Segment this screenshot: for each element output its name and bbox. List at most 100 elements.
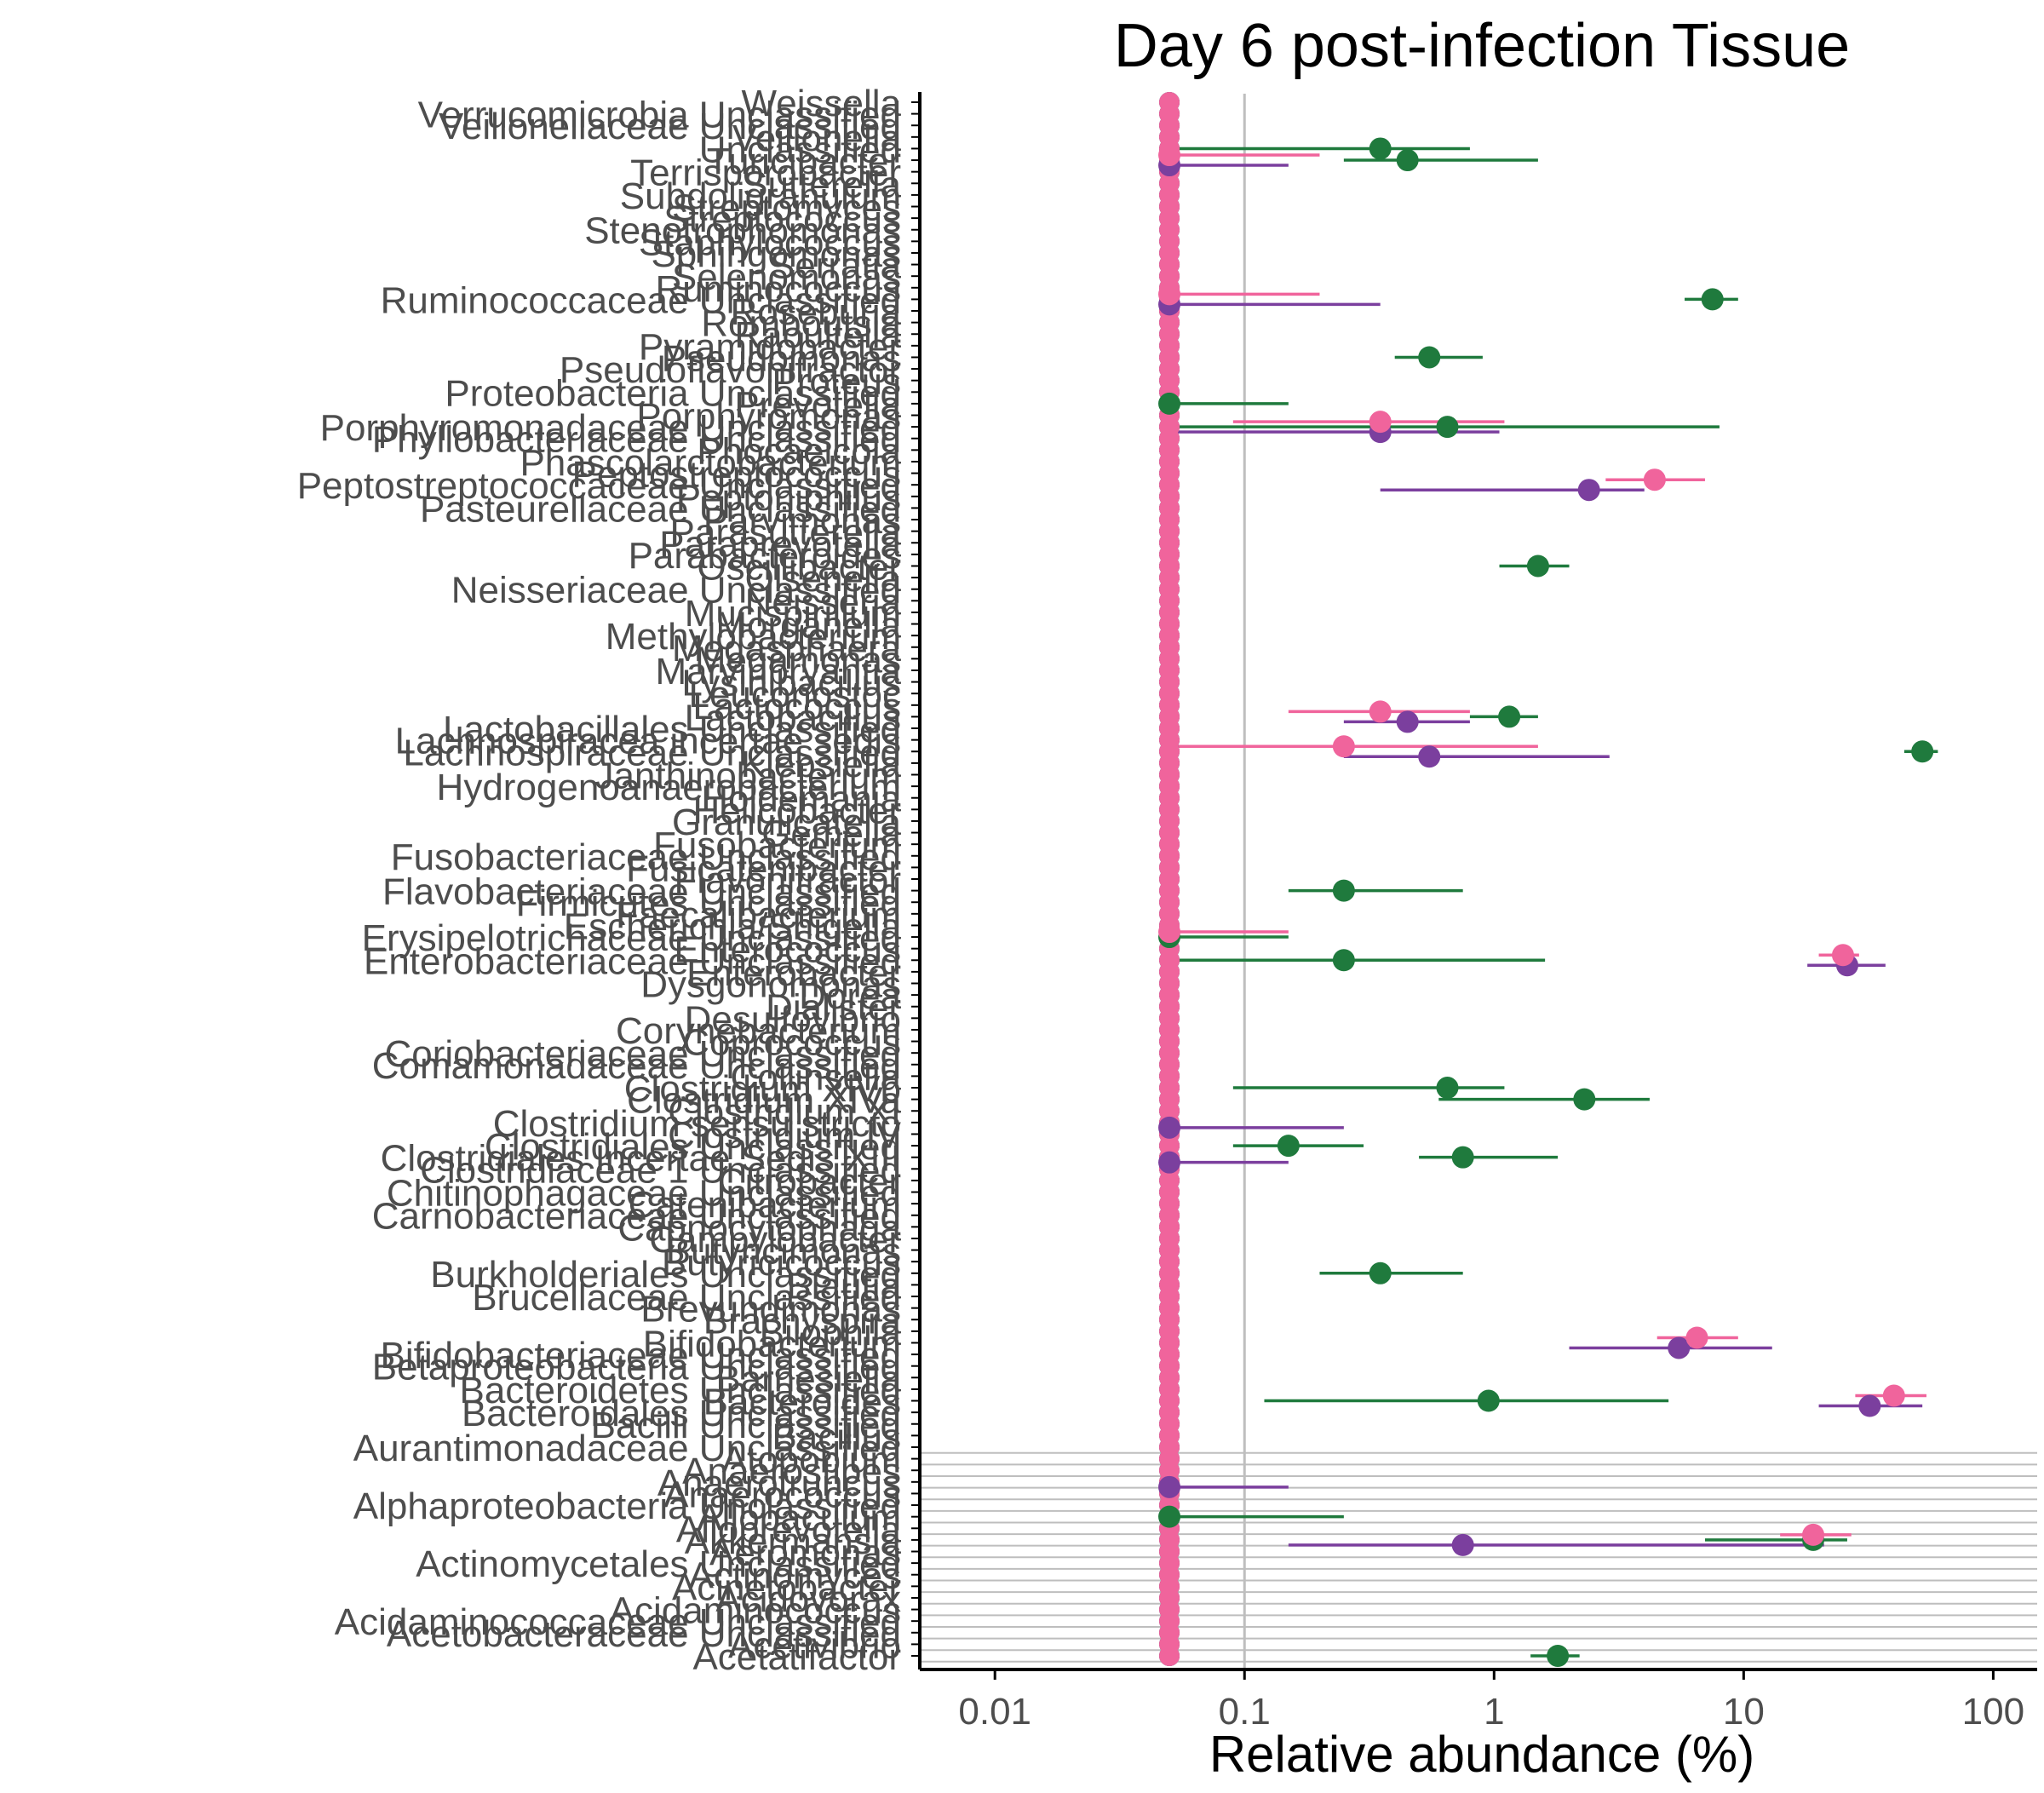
data-point-pink	[1369, 411, 1392, 434]
category-label: Subdoligranulum	[620, 175, 901, 217]
category-label: Porphyromonas	[636, 396, 901, 438]
category-label: Coprococcus	[682, 1022, 901, 1064]
category-label: Staphylococcus	[639, 221, 901, 263]
category-label: Proteobacteria Unclassified	[445, 372, 901, 414]
category-label: Clostridium XlVb	[624, 1068, 901, 1110]
category-label: Leuconostoc	[688, 674, 901, 715]
category-label: Akkermansia	[685, 1520, 902, 1562]
data-point-pink	[1158, 283, 1181, 306]
category-label: Brevundimonas	[640, 1289, 901, 1330]
category-label: Alloprevotella	[676, 1509, 902, 1550]
category-label: Pseudomonas	[662, 337, 901, 379]
category-label: Neisseria	[745, 581, 902, 623]
category-label: Alphaproteobacteria Unclassified	[353, 1486, 901, 1527]
category-label: Klebsiella	[741, 744, 902, 785]
x-tick-label: 0.01	[958, 1691, 1031, 1733]
data-point-green	[1547, 1645, 1570, 1667]
category-label: Helicobacter	[692, 790, 901, 831]
category-label: Janthinobacterium	[594, 755, 901, 796]
category-label: Hydrogenoanaerobacterium	[437, 767, 901, 808]
data-point-green	[1369, 1261, 1392, 1284]
category-label: Methylobacterium	[606, 616, 901, 658]
category-label: Anaerostipes	[682, 1451, 901, 1492]
data-point-green	[1436, 416, 1459, 439]
category-label: Sutterella	[743, 164, 901, 205]
category-label: Fusicatenibacter	[626, 848, 901, 889]
category-label: Prevotella	[734, 384, 901, 426]
category-label: Corynebacterium	[616, 1010, 901, 1052]
category-label: Actinomyces	[689, 1555, 901, 1597]
category-label: Megasphaera	[672, 628, 902, 670]
category-label: Weissella	[742, 83, 902, 124]
data-point-green	[1369, 137, 1392, 160]
category-label: Pyramidobacter	[639, 326, 901, 368]
category-label: Veillonella	[732, 118, 902, 159]
category-label: Blautia	[786, 1265, 901, 1307]
category-label: Citrobacter	[718, 1161, 901, 1203]
data-point-green	[1332, 949, 1355, 972]
category-label: Pasteurellaceae Unclassified	[420, 488, 901, 530]
category-label: Comamonadaceae Unclassified	[372, 1045, 901, 1087]
category-label: Phyllobacteriaceae Unclassified	[372, 419, 901, 461]
category-label: Desulfovibrio	[685, 998, 901, 1040]
category-label: Enterobacter	[686, 952, 901, 994]
data-point-green	[1451, 1146, 1474, 1169]
category-label: Oscillibacter	[697, 546, 901, 588]
category-label: Campylobacter	[649, 1219, 901, 1261]
category-label: Acidaminococcaceae Unclassified	[335, 1601, 901, 1643]
category-label: Peptoniphilus	[676, 477, 901, 519]
category-label: Phocaeicola	[697, 430, 901, 472]
x-tick-label: 1	[1484, 1691, 1504, 1733]
category-label: Bifidobacterium	[643, 1323, 901, 1365]
category-label: Clostridium IV	[668, 1114, 901, 1156]
category-label: Betaproteobacteria Unclassified	[372, 1347, 901, 1388]
category-label: Pseudoflavonifractor	[560, 349, 901, 391]
category-label: Granulicatella	[672, 802, 902, 843]
category-label: Peptostreptococcaceae Unclassified	[297, 465, 901, 507]
category-label: Faecalibacterium	[616, 894, 901, 936]
category-label: Actinomycetales Unclassified	[416, 1543, 901, 1585]
category-label: Raoultella	[734, 314, 901, 356]
data-point-green	[1911, 740, 1934, 763]
data-point-green	[1701, 288, 1724, 311]
error-bar-layer	[1169, 147, 1938, 1658]
data-point-purple	[1418, 745, 1441, 768]
category-label: Escherichia/Shigella	[564, 905, 902, 947]
data-point-green	[1526, 555, 1549, 578]
category-label: Megamonas	[695, 639, 901, 681]
category-label: Butyricicoccus	[662, 1242, 901, 1284]
category-label: Burkholderiales Unclassified	[430, 1254, 901, 1296]
category-label: Clostridiales Unclassified	[485, 1126, 901, 1168]
category-label: Turicibacter	[707, 141, 901, 182]
data-point-purple	[1396, 710, 1419, 733]
category-label: Porphyromonadaceae Unclassified	[320, 407, 901, 449]
category-label: Firmicutes Unclassified	[516, 882, 901, 924]
data-point-green	[1332, 879, 1355, 902]
category-label: Gemella	[761, 813, 901, 855]
category-label: Butyricimonas	[666, 1231, 901, 1273]
data-point-pink	[1882, 1384, 1905, 1407]
category-label: Ruminococcaceae Unclassified	[381, 279, 901, 321]
data-point-pink	[1643, 468, 1666, 491]
category-label: Veillonellaceae Unclassified	[439, 106, 901, 147]
category-label: Anaerotruncus	[657, 1463, 901, 1504]
data-point-pink	[1158, 144, 1181, 167]
category-label: Chitinophagaceae Unclassified	[387, 1173, 901, 1215]
category-label: Olsenella	[745, 558, 902, 600]
category-label: Terrisporobacter	[630, 152, 901, 194]
category-label: Streptococcus	[663, 198, 901, 240]
x-axis-title: Relative abundance (%)	[1209, 1726, 1754, 1783]
category-label: Carnobacteriaceae Unclassified	[372, 1196, 901, 1238]
data-point-pink	[1332, 735, 1355, 758]
category-label: Clostridium XI	[668, 1091, 901, 1133]
data-point-green	[1158, 1505, 1181, 1528]
category-label: Bacillus	[772, 1416, 901, 1457]
axis-layer	[911, 92, 2037, 1680]
chart-title: Day 6 post-infection Tissue	[1114, 12, 1850, 80]
category-label: Aeromonas	[709, 1532, 901, 1573]
x-tick-label: 10	[1723, 1691, 1765, 1733]
category-label: Parabacteroides	[629, 535, 901, 577]
data-point-green	[1396, 149, 1419, 172]
data-point-purple	[1158, 1116, 1181, 1139]
category-label: Stenotrophomonas	[584, 210, 901, 252]
